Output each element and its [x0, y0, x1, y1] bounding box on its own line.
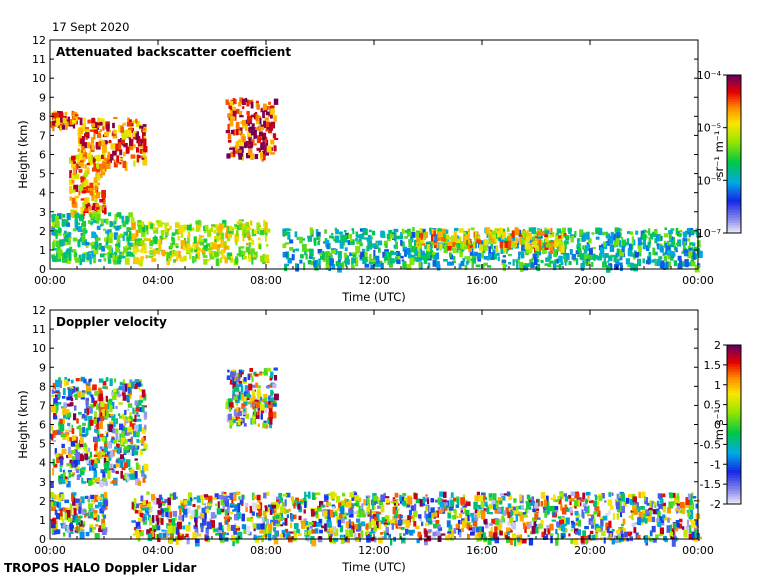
- y-tick-label: 11: [32, 53, 46, 66]
- x-axis-label: Time (UTC): [341, 560, 406, 574]
- y-tick-label: 7: [39, 129, 46, 142]
- data-field: [50, 97, 703, 273]
- y-tick-label: 3: [39, 476, 46, 489]
- y-tick-label: 12: [32, 34, 46, 47]
- signal-region: [77, 117, 148, 171]
- x-tick-label: 04:00: [142, 544, 174, 557]
- signal-region: [225, 97, 279, 162]
- signal-region: [68, 154, 107, 220]
- x-axis-label: Time (UTC): [341, 290, 406, 304]
- x-tick-label: 08:00: [250, 274, 282, 287]
- colorbar-tick-label: 10⁻⁵: [697, 122, 721, 135]
- signal-region: [50, 110, 79, 132]
- colorbar-tick-label: 0.5: [704, 399, 722, 412]
- colorbar: 2 1.5 1 0.5 0 -0.5 -1 -1.5 -2 m s⁻¹: [700, 339, 742, 511]
- y-axis-label: Height (km): [16, 120, 30, 189]
- x-tick-label: 00:00: [682, 544, 714, 557]
- colorbar-tick-label: -1.5: [700, 478, 721, 491]
- colorbar: 10⁻⁴ 10⁻⁵ 10⁻⁶ 10⁻⁷ sr⁻¹ m⁻¹: [697, 69, 742, 240]
- y-tick-label: 1: [39, 244, 46, 257]
- x-tick-label: 12:00: [358, 274, 390, 287]
- signal-region: [50, 492, 109, 540]
- y-tick-label: 12: [32, 304, 46, 317]
- signal-region: [415, 227, 567, 254]
- x-tick-label: 00:00: [34, 544, 66, 557]
- y-tick-label: 7: [39, 399, 46, 412]
- x-tick-label: 00:00: [34, 274, 66, 287]
- y-tick-label: 11: [32, 323, 46, 336]
- y-tick-label: 8: [39, 380, 46, 393]
- date-label: 17 Sept 2020: [52, 20, 130, 34]
- y-tick-label: 9: [39, 361, 46, 374]
- y-tick-label: 5: [39, 438, 46, 451]
- y-tick-label: 4: [39, 187, 46, 200]
- colorbar-unit-label: m s⁻¹: [712, 409, 726, 441]
- y-tick-label: 8: [39, 110, 46, 123]
- y-tick-label: 1: [39, 514, 46, 527]
- colorbar-tick-label: 10⁻⁴: [697, 69, 722, 82]
- y-tick-label: 5: [39, 168, 46, 181]
- signal-region: [131, 491, 702, 547]
- y-tick-label: 3: [39, 206, 46, 219]
- colorbar-tick-label: 10⁻⁷: [697, 227, 721, 240]
- y-tick-label: 4: [39, 457, 46, 470]
- colorbar-tick-label: -1: [710, 458, 721, 471]
- panel-title: Attenuated backscatter coefficient: [56, 45, 291, 59]
- y-tick-label: 9: [39, 91, 46, 104]
- y-tick-label: 10: [32, 342, 46, 355]
- colorbar-tick-label: -2: [710, 498, 721, 511]
- y-tick-label: 6: [39, 149, 46, 162]
- signal-region: [50, 376, 149, 488]
- colorbar-tick-label: -0.5: [700, 438, 721, 451]
- signal-region: [131, 219, 271, 267]
- panel-title: Doppler velocity: [56, 315, 167, 329]
- y-tick-label: 0: [39, 533, 46, 546]
- colorbar-tick-label: 2: [714, 339, 721, 352]
- signal-region: [225, 367, 279, 429]
- data-field: [50, 367, 702, 547]
- y-tick-label: 2: [39, 495, 46, 508]
- x-tick-label: 16:00: [466, 274, 498, 287]
- x-tick-label: 20:00: [574, 274, 606, 287]
- signal-region: [282, 227, 703, 273]
- colorbar-tick-label: 1: [714, 379, 721, 392]
- y-tick-label: 2: [39, 225, 46, 238]
- x-tick-label: 08:00: [250, 544, 282, 557]
- instrument-label: TROPOS HALO Doppler Lidar: [4, 561, 197, 575]
- colorbar-tick-label: 10⁻⁶: [697, 174, 722, 187]
- colorbar-tick-label: 1.5: [704, 359, 722, 372]
- y-axis-label: Height (km): [16, 390, 30, 459]
- x-tick-label: 16:00: [466, 544, 498, 557]
- y-tick-label: 0: [39, 263, 46, 276]
- x-tick-label: 12:00: [358, 544, 390, 557]
- x-tick-label: 04:00: [142, 274, 174, 287]
- y-tick-label: 6: [39, 419, 46, 432]
- x-tick-label: 20:00: [574, 544, 606, 557]
- colorbar-unit-label: sr⁻¹ m⁻¹: [712, 131, 726, 178]
- y-tick-label: 10: [32, 72, 46, 85]
- colorbar-tick-label: 0: [714, 419, 721, 432]
- x-tick-label: 00:00: [682, 274, 714, 287]
- signal-region: [50, 212, 135, 266]
